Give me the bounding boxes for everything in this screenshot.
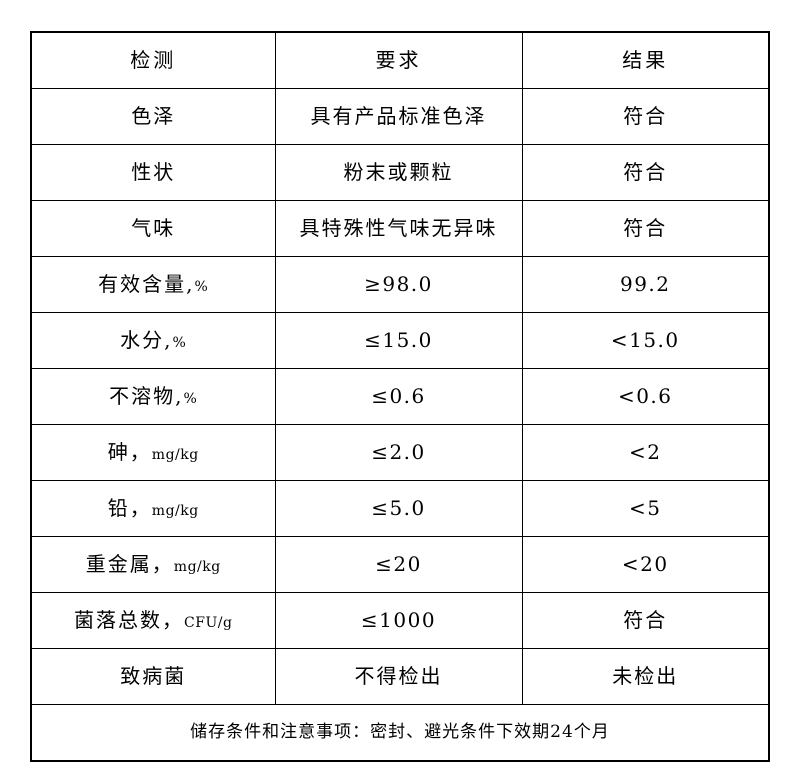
- cell-requirement: 粉末或颗粒: [274, 144, 523, 201]
- table-row: 砷，mg/kg ≤2.0 <2: [30, 424, 770, 481]
- storage-note-months: 24: [550, 721, 574, 742]
- table-row: 气味 具特殊性气味无异味 符合: [30, 200, 770, 257]
- item-label: 铅，: [107, 496, 152, 520]
- cell-item: 性状: [30, 144, 276, 201]
- item-label: 有效含量,: [98, 272, 195, 296]
- table-row: 菌落总数，CFU/g ≤1000 符合: [30, 592, 770, 649]
- cell-requirement: ≤1000: [274, 592, 523, 649]
- cell-result: <15.0: [521, 312, 770, 369]
- table-row: 致病菌 不得检出 未检出: [30, 648, 770, 705]
- requirement-value: 具有产品标准色泽: [310, 104, 487, 128]
- storage-note-cell: 储存条件和注意事项：密封、避光条件下效期24个月: [30, 704, 770, 762]
- result-value: <0.6: [617, 384, 673, 408]
- cell-requirement: ≤20: [274, 536, 523, 593]
- result-value: 符合: [623, 608, 668, 632]
- item-unit: mg/kg: [151, 447, 199, 463]
- result-value: 未检出: [612, 664, 679, 688]
- requirement-value: ≤2.0: [371, 440, 426, 464]
- cell-item: 水分,%: [30, 312, 276, 369]
- item-label: 气味: [131, 216, 176, 240]
- cell-result: <5: [521, 480, 770, 537]
- cell-requirement: ≤5.0: [274, 480, 523, 537]
- cell-requirement: 具有产品标准色泽: [274, 88, 523, 145]
- column-header-result: 结果: [521, 31, 770, 89]
- result-value: <5: [629, 496, 662, 520]
- cell-result: 未检出: [521, 648, 770, 705]
- table-row: 重金属，mg/kg ≤20 <20: [30, 536, 770, 593]
- column-header-requirement: 要求: [274, 31, 523, 89]
- cell-requirement: ≥98.0: [274, 256, 523, 313]
- table-row: 性状 粉末或颗粒 符合: [30, 144, 770, 201]
- item-label: 不溶物,: [109, 384, 184, 408]
- result-value: 符合: [623, 160, 668, 184]
- item-label: 菌落总数，: [74, 608, 185, 632]
- cell-result: <0.6: [521, 368, 770, 425]
- item-unit: CFU/g: [184, 615, 233, 631]
- table-row: 有效含量,% ≥98.0 99.2: [30, 256, 770, 313]
- item-unit: mg/kg: [151, 503, 199, 519]
- requirement-value: ≤5.0: [371, 496, 426, 520]
- result-value: <20: [621, 552, 669, 576]
- table-row: 不溶物,% ≤0.6 <0.6: [30, 368, 770, 425]
- column-header-item-label: 检测: [130, 48, 177, 72]
- cell-item: 铅，mg/kg: [30, 480, 276, 537]
- column-header-item: 检测: [30, 31, 276, 89]
- item-label: 砷，: [107, 440, 152, 464]
- cell-item: 菌落总数，CFU/g: [30, 592, 276, 649]
- requirement-value: 具特殊性气味无异味: [299, 216, 498, 240]
- item-unit: %: [183, 391, 198, 407]
- requirement-value: ≤20: [375, 552, 422, 576]
- item-label: 色泽: [131, 104, 176, 128]
- item-label: 性状: [131, 160, 176, 184]
- item-label: 重金属，: [85, 552, 174, 576]
- requirement-value: 粉末或颗粒: [343, 160, 454, 184]
- result-value: <15.0: [610, 328, 680, 352]
- cell-result: 符合: [521, 200, 770, 257]
- cell-item: 砷，mg/kg: [30, 424, 276, 481]
- storage-note-label: 储存条件和注意事项：密封、避光条件下效期: [190, 721, 551, 742]
- column-header-requirement-label: 要求: [375, 48, 422, 72]
- cell-result: 符合: [521, 144, 770, 201]
- cell-item: 有效含量,%: [30, 256, 276, 313]
- item-unit: %: [172, 335, 187, 351]
- table-header-row: 检测 要求 结果: [30, 31, 770, 89]
- requirement-value: ≥98.0: [364, 272, 433, 296]
- result-value: <2: [629, 440, 662, 464]
- table-body: 色泽 具有产品标准色泽 符合 性状 粉末或颗粒 符合 气味 具特殊性气味无异味 …: [30, 88, 770, 762]
- cell-requirement: 具特殊性气味无异味: [274, 200, 523, 257]
- cell-requirement: 不得检出: [274, 648, 523, 705]
- result-value: 符合: [623, 216, 668, 240]
- item-label: 水分,: [120, 328, 173, 352]
- cell-result: 符合: [521, 88, 770, 145]
- result-value: 99.2: [619, 272, 671, 296]
- item-label: 致病菌: [120, 664, 187, 688]
- cell-result: <20: [521, 536, 770, 593]
- product-specification-table: 检测 要求 结果 色泽 具有产品标准色泽 符合 性状 粉末或颗粒 符合: [30, 31, 770, 762]
- requirement-value: ≤0.6: [371, 384, 426, 408]
- item-unit: %: [194, 279, 209, 295]
- cell-result: 符合: [521, 592, 770, 649]
- requirement-value: ≤15.0: [364, 328, 433, 352]
- table-row: 色泽 具有产品标准色泽 符合: [30, 88, 770, 145]
- table-row: 铅，mg/kg ≤5.0 <5: [30, 480, 770, 537]
- column-header-result-label: 结果: [622, 48, 669, 72]
- cell-item: 色泽: [30, 88, 276, 145]
- cell-item: 致病菌: [30, 648, 276, 705]
- requirement-value: ≤1000: [360, 608, 437, 632]
- requirement-value: 不得检出: [354, 664, 443, 688]
- cell-requirement: ≤2.0: [274, 424, 523, 481]
- result-value: 符合: [623, 104, 668, 128]
- cell-requirement: ≤0.6: [274, 368, 523, 425]
- cell-item: 不溶物,%: [30, 368, 276, 425]
- storage-note-suffix: 个月: [573, 721, 610, 742]
- cell-item: 重金属，mg/kg: [30, 536, 276, 593]
- table-footer-row: 储存条件和注意事项：密封、避光条件下效期24个月: [30, 704, 770, 762]
- cell-result: 99.2: [521, 256, 770, 313]
- cell-requirement: ≤15.0: [274, 312, 523, 369]
- cell-item: 气味: [30, 200, 276, 257]
- table-row: 水分,% ≤15.0 <15.0: [30, 312, 770, 369]
- cell-result: <2: [521, 424, 770, 481]
- item-unit: mg/kg: [173, 559, 221, 575]
